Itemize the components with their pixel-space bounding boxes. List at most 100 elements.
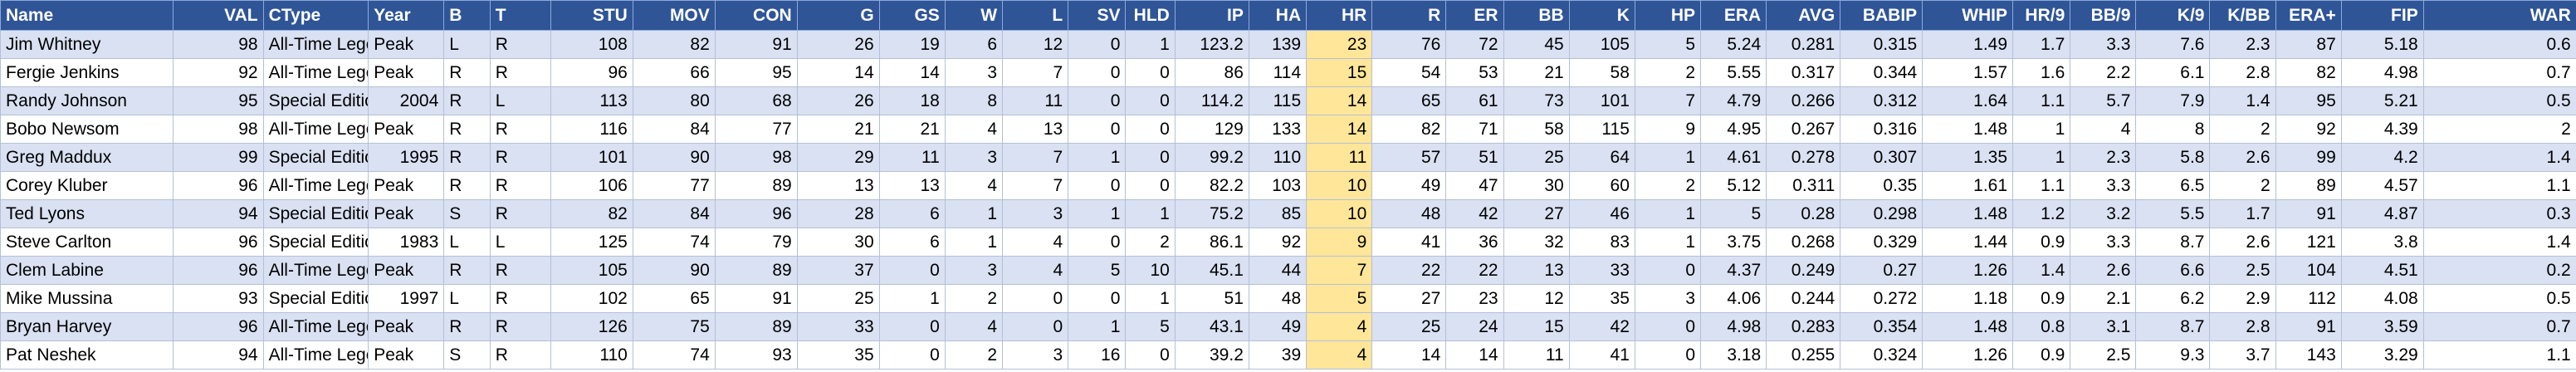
table-cell: 0.6 bbox=[2422, 30, 2576, 59]
table-cell: 64 bbox=[1568, 143, 1635, 172]
table-cell: 1 bbox=[944, 199, 1004, 228]
table-cell: 95 bbox=[172, 86, 264, 115]
table-cell: R bbox=[489, 115, 551, 144]
table-cell: 84 bbox=[632, 199, 716, 228]
table-cell: 82 bbox=[2275, 58, 2342, 87]
table-cell: 3 bbox=[944, 58, 1004, 87]
table-cell: 0 bbox=[1125, 340, 1176, 370]
column-header: K bbox=[1568, 0, 1635, 31]
header-row: Name VAL CType Year B T STU MOV CON G GS W L SV HLD IP H… bbox=[0, 0, 2576, 31]
table-cell: 6 bbox=[878, 199, 946, 228]
table-cell: 1 bbox=[878, 284, 946, 313]
table-cell: 9.3 bbox=[2135, 340, 2211, 370]
table-cell: 2 bbox=[2422, 115, 2576, 144]
column-header: VAL bbox=[172, 0, 264, 31]
table-cell: 92 bbox=[172, 58, 264, 87]
table-cell: 47 bbox=[1445, 171, 1504, 200]
table-cell: 3.8 bbox=[2340, 228, 2424, 257]
table-cell: 76 bbox=[1371, 30, 1447, 59]
table-cell: 2.6 bbox=[2209, 143, 2276, 172]
table-cell: 3.2 bbox=[2070, 199, 2137, 228]
column-header: W bbox=[944, 0, 1004, 31]
table-cell: 3.3 bbox=[2070, 30, 2137, 59]
table-cell: 60 bbox=[1568, 171, 1635, 200]
table-cell: 9 bbox=[1306, 228, 1373, 257]
table-cell: 11 bbox=[1002, 86, 1069, 115]
table-cell: Ted Lyons bbox=[0, 199, 174, 228]
table-cell: 35 bbox=[796, 340, 880, 370]
table-cell: 75.2 bbox=[1174, 199, 1249, 228]
table-cell: 4 bbox=[1002, 256, 1069, 285]
table-cell: 13 bbox=[796, 171, 880, 200]
table-cell: 0 bbox=[878, 340, 946, 370]
table-cell: 96 bbox=[172, 171, 264, 200]
table-cell: All-Time Legend bbox=[262, 30, 369, 59]
table-cell: 4.95 bbox=[1700, 115, 1767, 144]
table-cell: 4.98 bbox=[1700, 312, 1767, 341]
table-cell: 14 bbox=[1445, 340, 1504, 370]
table-cell: 2.3 bbox=[2209, 30, 2276, 59]
table-cell: 0 bbox=[1068, 58, 1127, 87]
table-cell: 4 bbox=[1002, 228, 1069, 257]
table-cell: 98 bbox=[172, 115, 264, 144]
table-cell: 95 bbox=[2275, 86, 2342, 115]
table-cell: 0.8 bbox=[2012, 312, 2071, 341]
table-cell: 21 bbox=[878, 115, 946, 144]
table-cell: R bbox=[443, 115, 491, 144]
table-cell: 7.9 bbox=[2135, 86, 2211, 115]
table-cell: 9 bbox=[1634, 115, 1702, 144]
table-cell: 2.9 bbox=[2209, 284, 2276, 313]
table-cell: R bbox=[443, 256, 491, 285]
table-cell: 0.9 bbox=[2012, 284, 2071, 313]
table-cell: 2 bbox=[944, 284, 1004, 313]
table-cell: 1 bbox=[1634, 228, 1702, 257]
table-cell: R bbox=[443, 58, 491, 87]
table-cell: 4 bbox=[944, 171, 1004, 200]
table-cell: 0.307 bbox=[1840, 143, 1923, 172]
table-cell: 101 bbox=[550, 143, 633, 172]
table-cell: 94 bbox=[172, 340, 264, 370]
table-cell: 0 bbox=[1068, 284, 1127, 313]
table-cell: 93 bbox=[714, 340, 798, 370]
table-cell: 1.48 bbox=[1922, 115, 2014, 144]
table-cell: 0.324 bbox=[1840, 340, 1923, 370]
column-header: ERA bbox=[1700, 0, 1767, 31]
table-cell: 25 bbox=[1371, 312, 1447, 341]
table-cell: 0.344 bbox=[1840, 58, 1923, 87]
table-cell: 2.1 bbox=[2070, 284, 2137, 313]
table-cell: 4.37 bbox=[1700, 256, 1767, 285]
table-cell: 1.1 bbox=[2012, 86, 2071, 115]
table-cell: 89 bbox=[714, 171, 798, 200]
table-cell: 0 bbox=[1125, 86, 1176, 115]
table-cell: 19 bbox=[878, 30, 946, 59]
table-cell: 71 bbox=[1445, 115, 1504, 144]
table-cell: 3.29 bbox=[2340, 340, 2424, 370]
table-cell: 10 bbox=[1306, 199, 1373, 228]
table-cell: 13 bbox=[878, 171, 946, 200]
table-cell: 0 bbox=[1634, 340, 1702, 370]
table-cell: 86.1 bbox=[1174, 228, 1249, 257]
table-cell: 12 bbox=[1503, 284, 1570, 313]
table-cell: 0.27 bbox=[1840, 256, 1923, 285]
table-cell: 1.1 bbox=[2422, 171, 2576, 200]
column-header: K/9 bbox=[2135, 0, 2211, 31]
table-cell: 87 bbox=[2275, 30, 2342, 59]
table-cell: 143 bbox=[2275, 340, 2342, 370]
table-cell: 5.5 bbox=[2135, 199, 2211, 228]
table-cell: 7 bbox=[1002, 58, 1069, 87]
table-cell: 98 bbox=[714, 143, 798, 172]
table-cell: 14 bbox=[1306, 115, 1373, 144]
table-cell: 1.4 bbox=[2209, 86, 2276, 115]
table-cell: All-Time Legend bbox=[262, 171, 369, 200]
table-cell: 0.278 bbox=[1766, 143, 1841, 172]
table-cell: 25 bbox=[796, 284, 880, 313]
table-cell: 0.5 bbox=[2422, 284, 2576, 313]
table-cell: All-Time Legend bbox=[262, 115, 369, 144]
table-cell: L bbox=[489, 86, 551, 115]
table-cell: 39 bbox=[1248, 340, 1308, 370]
table-cell: 4 bbox=[1306, 340, 1373, 370]
